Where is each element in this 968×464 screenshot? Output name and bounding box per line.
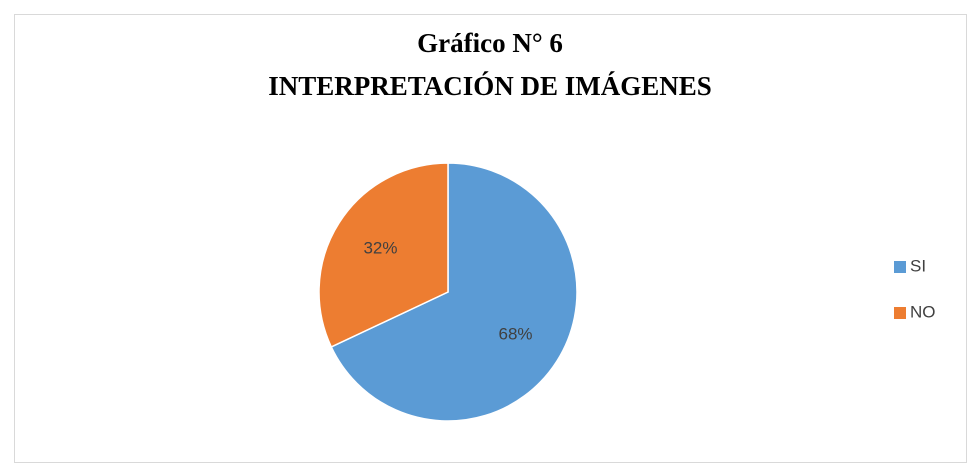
pie-slice xyxy=(330,162,578,422)
legend-label: SI xyxy=(910,256,926,275)
data-label: 68% xyxy=(499,324,533,343)
legend-swatch xyxy=(894,261,906,273)
legend-swatch xyxy=(894,307,906,319)
pie-slice xyxy=(318,162,449,348)
chart-title: Gráfico N° 6 xyxy=(417,28,563,58)
data-label: 32% xyxy=(363,239,397,258)
chart-subtitle: INTERPRETACIÓN DE IMÁGENES xyxy=(268,71,712,101)
legend-label: NO xyxy=(910,302,936,321)
